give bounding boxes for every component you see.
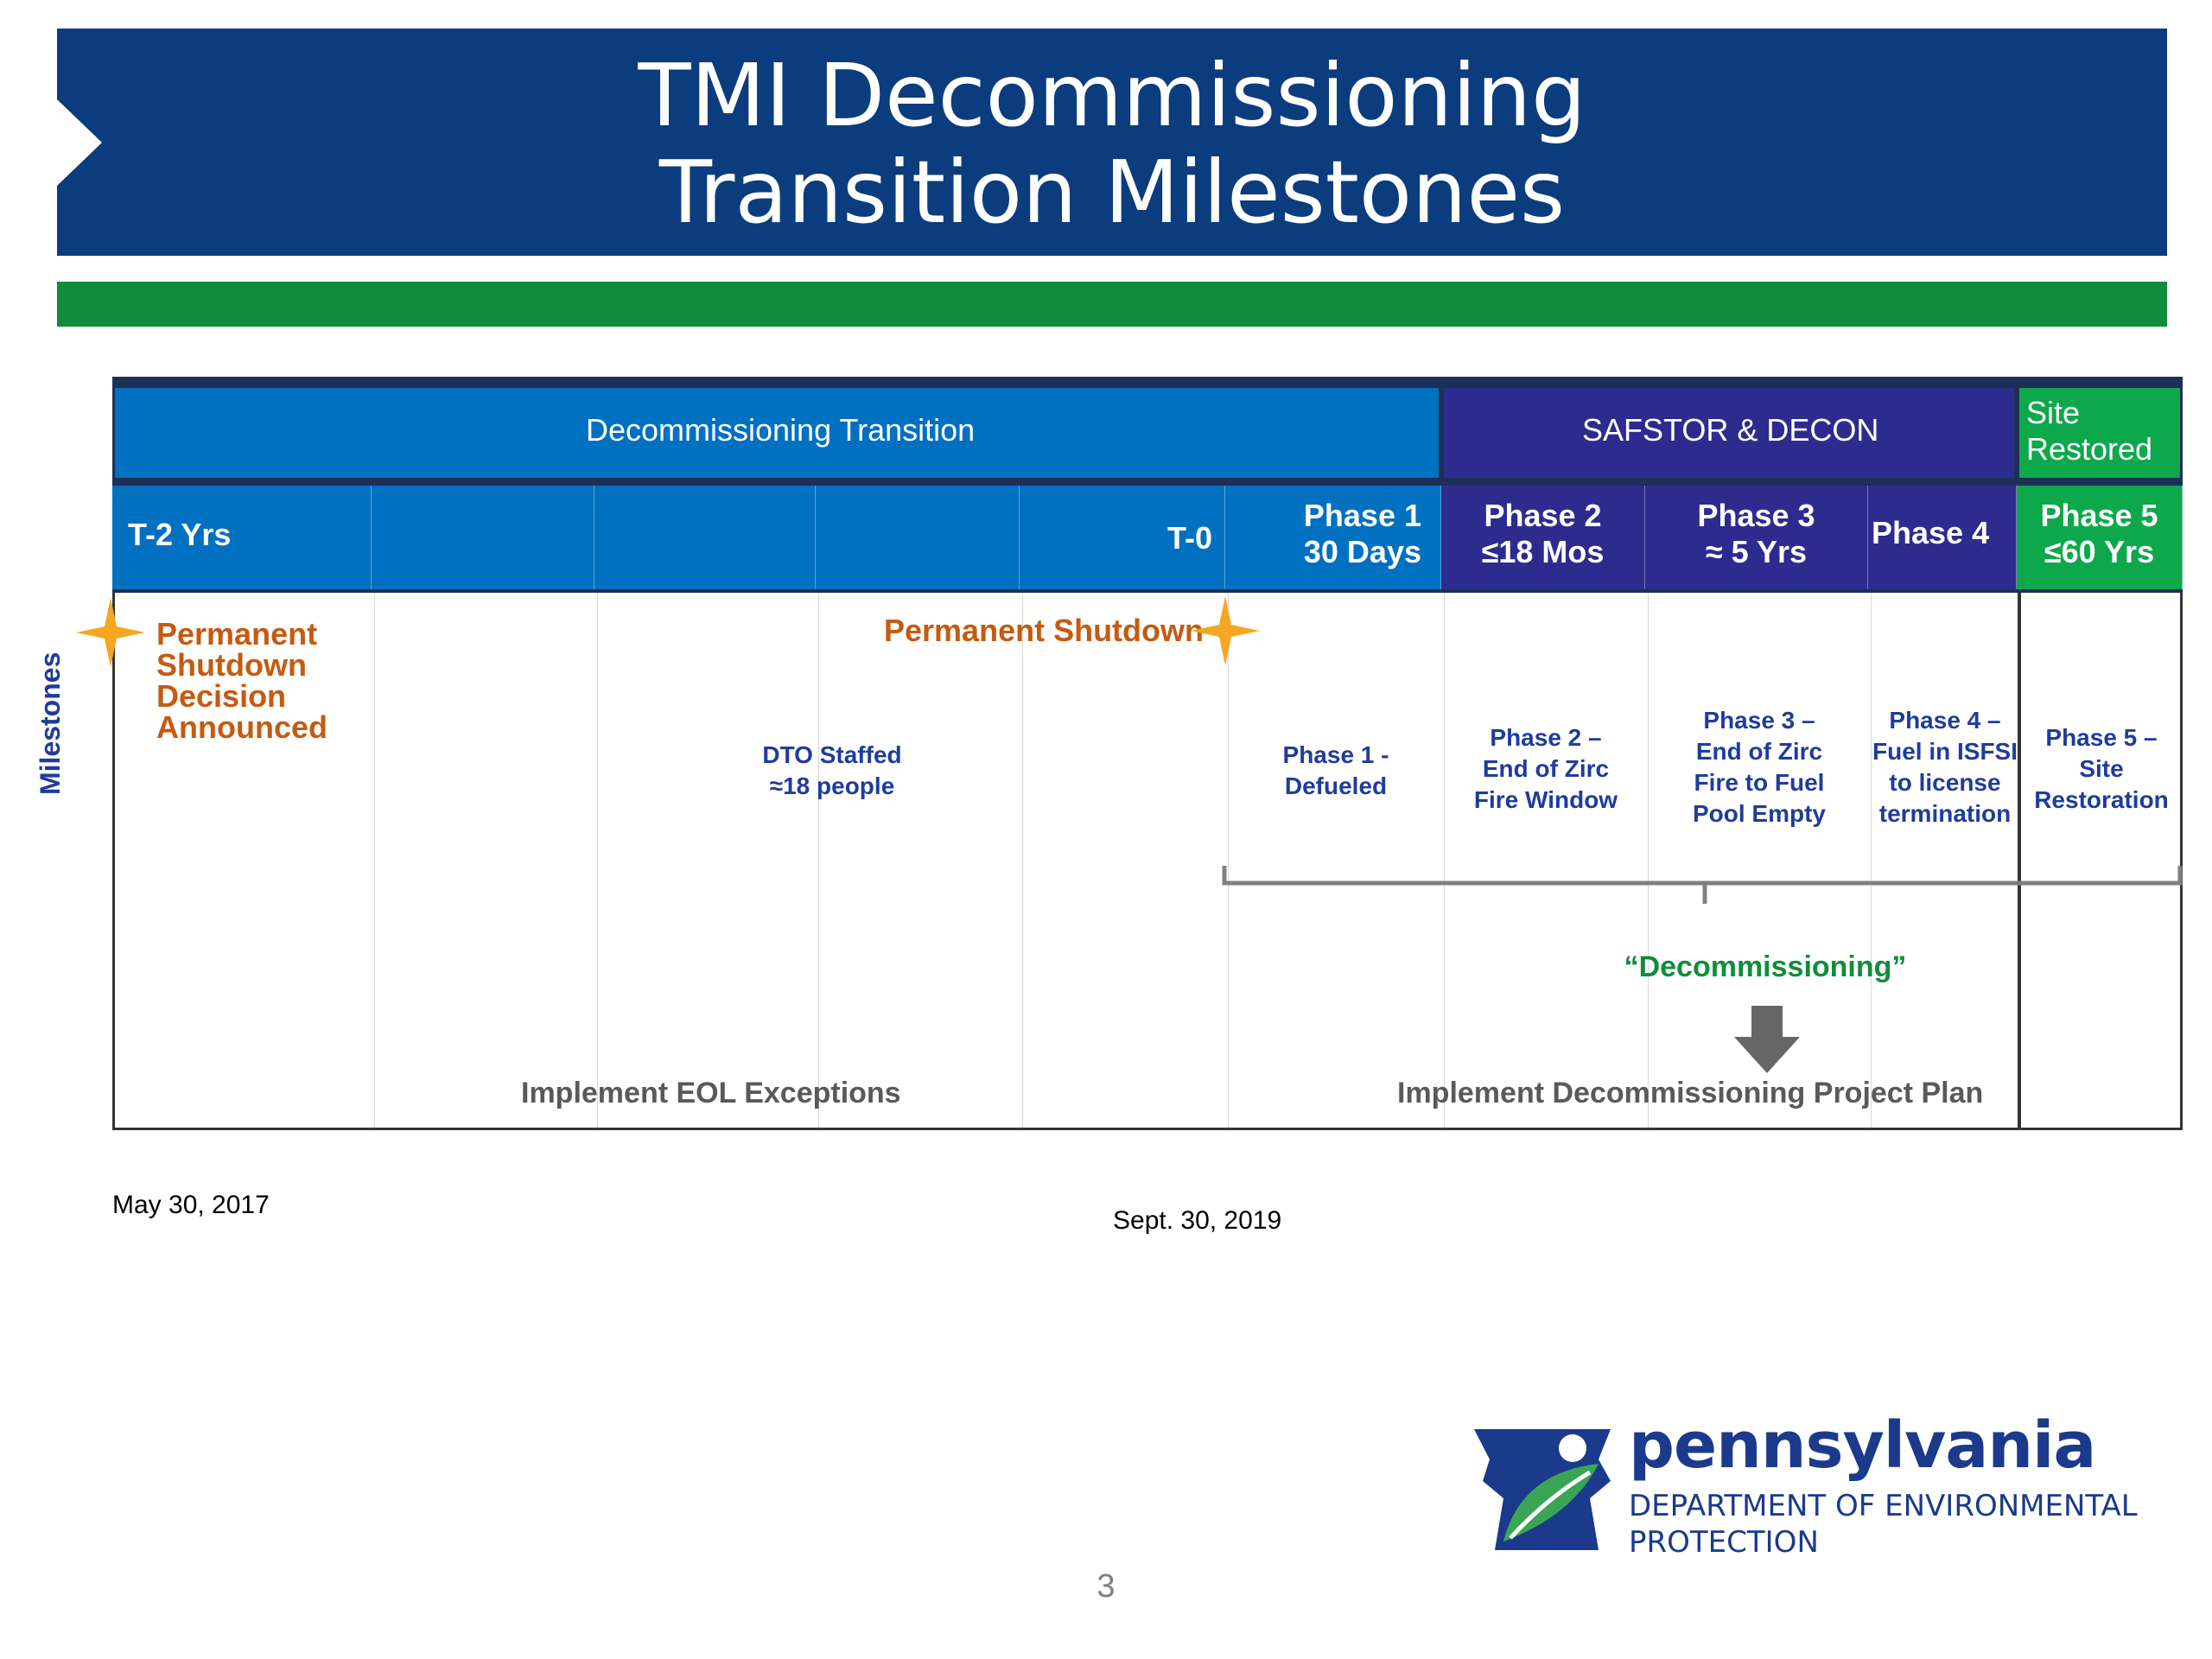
grid-line bbox=[1648, 593, 1649, 1128]
title-line-2: Transition Milestones bbox=[658, 142, 1566, 243]
grid-line bbox=[818, 593, 819, 1128]
grid-line bbox=[1444, 593, 1445, 1128]
p5-line: Phase 5 – bbox=[2045, 724, 2158, 751]
dto-line: DTO Staffed bbox=[762, 741, 902, 768]
decision-line: Shutdown bbox=[156, 647, 307, 683]
date-start: May 30, 2017 bbox=[112, 1191, 270, 1219]
date-shutdown: Sept. 30, 2019 bbox=[1113, 1206, 1282, 1235]
site-restored-divider bbox=[2018, 593, 2021, 1128]
p1-line: Phase 1 - bbox=[1282, 741, 1389, 768]
phase-4-name: Phase 4 bbox=[1872, 515, 1990, 550]
decision-line: Decision bbox=[156, 678, 287, 714]
keystone-logo-icon bbox=[1474, 1429, 1611, 1550]
phase-row: T-2 Yrs T-0 Phase 1 30 Days Phase 2 ≤18 … bbox=[112, 486, 2183, 589]
band-label-transition: Decommissioning Transition bbox=[586, 412, 976, 448]
phase-cell-t2: T-2 Yrs bbox=[112, 486, 372, 589]
milestone-dto-staffed: DTO Staffed ≈18 people bbox=[720, 740, 944, 802]
logo-dept-line2: PROTECTION bbox=[1629, 1525, 1819, 1560]
title-line-1: TMI Decommissioning bbox=[638, 45, 1586, 146]
phase-2-duration: ≤18 Mos bbox=[1481, 534, 1605, 569]
band-safstor-decon: SAFSTOR & DECON bbox=[1441, 385, 2017, 480]
dto-line: ≈18 people bbox=[769, 772, 895, 799]
star-icon bbox=[1191, 596, 1260, 665]
milestone-phase-5: Phase 5 – Site Restoration bbox=[2021, 722, 2182, 816]
p1-line: Defueled bbox=[1284, 772, 1388, 799]
pa-dep-logo: pennsylvania DEPARTMENT OF ENVIRONMENTAL… bbox=[1469, 1408, 2160, 1581]
star-icon bbox=[76, 598, 145, 667]
milestone-phase-2: Phase 2 – End of Zirc Fire Window bbox=[1444, 722, 1648, 816]
milestone-phase-4: Phase 4 – Fuel in ISFSI to license termi… bbox=[1871, 705, 2019, 830]
brace-icon bbox=[1222, 866, 2183, 904]
phase-cell-5: Phase 5 ≤60 Yrs bbox=[2017, 486, 2183, 589]
milestone-permanent-shutdown: Permanent Shutdown bbox=[884, 613, 1205, 648]
phase-3-name: Phase 3 bbox=[1697, 498, 1815, 533]
p5-line: Site bbox=[2079, 755, 2124, 782]
phase-cell-3: Phase 3 ≈ 5 Yrs bbox=[1645, 486, 1868, 589]
timeline-table: Decommissioning Transition SAFSTOR & DEC… bbox=[76, 377, 2183, 1130]
grid-line bbox=[1022, 593, 1023, 1128]
decommissioning-plan-label: Implement Decommissioning Project Plan bbox=[1397, 1077, 1984, 1109]
logo-wordmark: pennsylvania bbox=[1629, 1408, 2096, 1483]
p2-line: Fire Window bbox=[1473, 786, 1618, 813]
phase-5-duration: ≤60 Yrs bbox=[2044, 534, 2155, 569]
phase-t0-label: T-0 bbox=[1166, 520, 1212, 556]
logo-department: DEPARTMENT OF ENVIRONMENTAL PROTECTION bbox=[1629, 1488, 2138, 1560]
decommissioning-label: “Decommissioning” bbox=[1624, 950, 1907, 983]
p4-line: to license bbox=[1889, 769, 2001, 796]
band-label-site: Site Restored bbox=[2026, 395, 2152, 467]
phase-cell-4: Phase 4 bbox=[1868, 486, 2017, 589]
green-accent-bar bbox=[57, 282, 2167, 327]
logo-dept-line1: DEPARTMENT OF ENVIRONMENTAL bbox=[1629, 1489, 2138, 1523]
decision-line: Permanent bbox=[156, 616, 318, 652]
title-banner bbox=[57, 29, 2167, 256]
grid-line bbox=[1871, 593, 1872, 1128]
p4-line: Phase 4 – bbox=[1889, 707, 2001, 734]
phase-5-name: Phase 5 bbox=[2040, 498, 2158, 533]
p3-line: Fire to Fuel bbox=[1694, 769, 1825, 796]
grid-line bbox=[374, 593, 375, 1128]
band-site-line2: Restored bbox=[2026, 431, 2153, 467]
top-rule bbox=[112, 377, 2183, 385]
page-number: 3 bbox=[1096, 1568, 1116, 1605]
phase-1-name: Phase 1 bbox=[1303, 498, 1421, 533]
grid-line bbox=[597, 593, 598, 1128]
p3-line: Pool Empty bbox=[1692, 800, 1826, 827]
phase-cell-blank-1 bbox=[372, 486, 594, 589]
phase-1-duration: 30 Days bbox=[1303, 534, 1421, 569]
milestones-body: Permanent Shutdown Decision Announced Pe… bbox=[112, 593, 2183, 1130]
phase-t2-label: T-2 Yrs bbox=[128, 517, 232, 552]
phase-cell-1: Phase 1 30 Days bbox=[1225, 486, 1441, 589]
phase-row-top-rule bbox=[112, 480, 2183, 486]
milestone-phase-1: Phase 1 - Defueled bbox=[1228, 740, 1444, 802]
banner-notch bbox=[57, 99, 102, 186]
decision-line: Announced bbox=[156, 709, 327, 745]
phase-cell-t0: T-0 bbox=[1020, 486, 1225, 589]
band-decommissioning-transition: Decommissioning Transition bbox=[112, 385, 1441, 480]
p5-line: Restoration bbox=[2034, 786, 2169, 813]
band-label-safstor: SAFSTOR & DECON bbox=[1582, 412, 1879, 448]
eol-exceptions-label: Implement EOL Exceptions bbox=[521, 1077, 901, 1109]
p3-line: Phase 3 – bbox=[1703, 707, 1815, 734]
grid-line bbox=[1228, 593, 1229, 1128]
milestones-axis-label: Milestones bbox=[35, 652, 66, 795]
phase-cell-blank-3 bbox=[816, 486, 1020, 589]
band-site-line1: Site bbox=[2026, 395, 2081, 430]
p2-line: End of Zirc bbox=[1482, 755, 1610, 782]
phase-3-duration: ≈ 5 Yrs bbox=[1705, 534, 1808, 569]
milestone-decision-announced: Permanent Shutdown Decision Announced bbox=[156, 619, 327, 743]
p2-line: Phase 2 – bbox=[1490, 724, 1602, 751]
band-site-restored: Site Restored bbox=[2017, 385, 2183, 480]
slide-title: TMI Decommissioning Transition Milestone… bbox=[57, 48, 2167, 241]
p4-line: termination bbox=[1878, 800, 2012, 827]
milestone-phase-3: Phase 3 – End of Zirc Fire to Fuel Pool … bbox=[1648, 705, 1871, 830]
phase-2-name: Phase 2 bbox=[1484, 498, 1602, 533]
phase-row-bottom-rule bbox=[112, 589, 2183, 593]
phase-cell-blank-2 bbox=[594, 486, 816, 589]
p3-line: End of Zirc bbox=[1695, 738, 1823, 765]
down-arrow-icon bbox=[1734, 1006, 1800, 1073]
p4-line: Fuel in ISFSI bbox=[1872, 738, 2018, 765]
phase-cell-2: Phase 2 ≤18 Mos bbox=[1441, 486, 1645, 589]
